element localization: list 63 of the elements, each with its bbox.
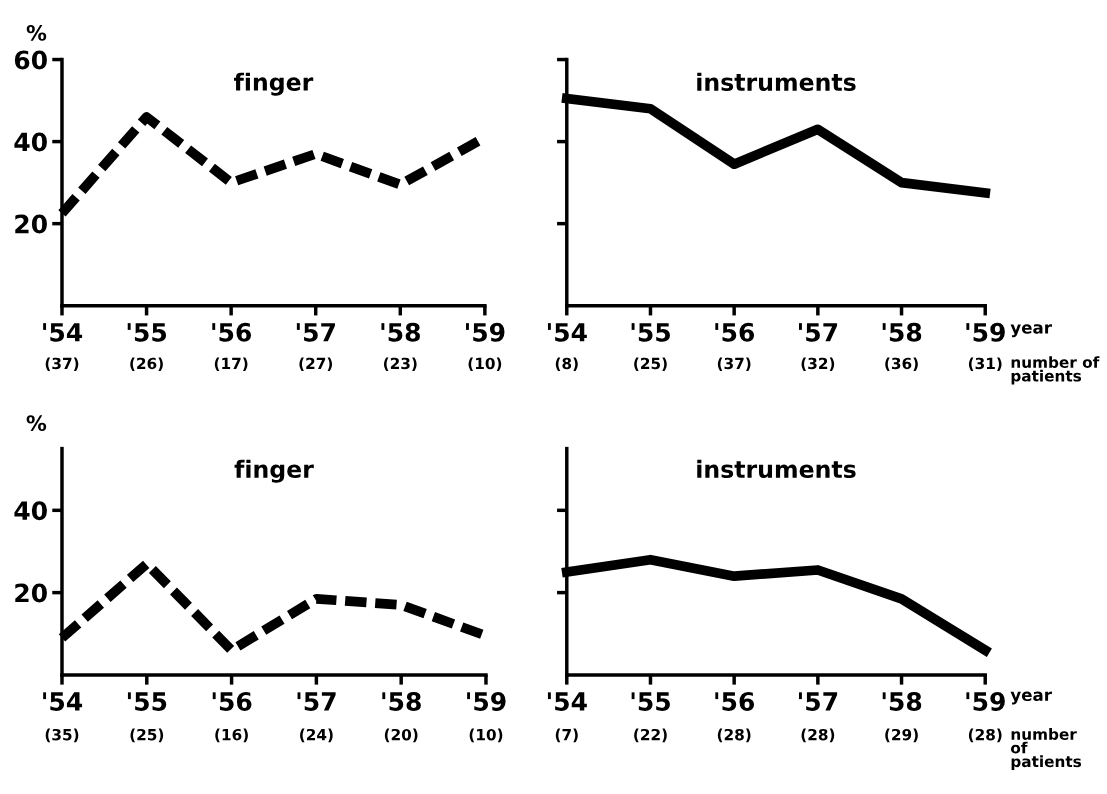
y-axis-title: % <box>26 415 47 431</box>
text: (20) <box>384 728 418 743</box>
text: (7) <box>555 728 578 743</box>
x-tick-label: '57 <box>799 323 838 342</box>
text: (35) <box>45 728 79 743</box>
x-tick-label: '59 <box>966 322 1005 342</box>
text: (16) <box>215 728 248 743</box>
x-tick-label: '54 <box>43 323 83 342</box>
x-tick-label: '55 <box>631 323 670 342</box>
text: (28) <box>968 728 1002 743</box>
text: (29) <box>885 728 918 743</box>
x-tick-label: '57 <box>296 323 335 342</box>
chart-title: finger <box>234 459 314 483</box>
x-tick-label: '56 <box>212 322 252 342</box>
x-tick-label: '55 <box>631 692 670 711</box>
text: number of patients <box>1010 728 1082 771</box>
x-tick-label: '59 <box>966 692 1005 711</box>
x-tick-label: '56 <box>212 692 252 711</box>
y-axis-title: % <box>26 24 47 41</box>
chart-title: instruments <box>697 72 856 92</box>
text: (32) <box>801 357 835 371</box>
x-tick-label: '57 <box>297 692 336 711</box>
x-tick-label: '59 <box>466 322 505 342</box>
text: (26) <box>130 357 163 371</box>
text: (17) <box>214 357 248 371</box>
x-tick-label: '54 <box>547 323 587 342</box>
text: (37) <box>717 357 751 371</box>
x-tick-label: '57 <box>799 692 838 711</box>
x-tick-label: '54 <box>547 692 587 711</box>
text: (28) <box>717 728 751 743</box>
x-tick-label: '55 <box>127 323 167 342</box>
text: (10) <box>469 728 503 743</box>
text: (10) <box>468 357 502 371</box>
y-tick-label: 40 <box>14 132 47 152</box>
x-tick-label: '54 <box>43 692 83 711</box>
text: finger <box>234 72 314 96</box>
x-tick-label: '58 <box>382 692 421 711</box>
x-axis-title: year <box>1010 691 1052 705</box>
x-tick-label: '59 <box>467 692 506 711</box>
x-tick-label: '58 <box>882 322 922 342</box>
text: (24) <box>300 728 333 743</box>
text: (31) <box>968 357 1002 371</box>
x-tick-label: '55 <box>127 692 167 711</box>
y-tick-label: 40 <box>14 501 47 521</box>
chart-title: instruments <box>697 459 856 479</box>
y-tick-label: 60 <box>14 50 47 70</box>
text: (27) <box>299 357 333 371</box>
text: number of patients <box>1011 356 1100 385</box>
x-axis-title: year <box>1010 324 1052 338</box>
x-tick-label: '58 <box>381 322 420 342</box>
text: (8) <box>555 357 578 371</box>
text: (23) <box>383 357 417 371</box>
y-tick-label: 20 <box>15 583 47 603</box>
text: (22) <box>634 728 667 743</box>
text: (25) <box>634 357 667 371</box>
x-tick-label: '56 <box>715 692 755 711</box>
text: (28) <box>801 728 835 743</box>
x-tick-label: '56 <box>715 322 755 342</box>
text: (36) <box>885 357 918 371</box>
text: (37) <box>45 357 79 371</box>
y-tick-label: 20 <box>15 214 47 234</box>
text: (25) <box>130 728 164 743</box>
x-tick-label: '58 <box>882 692 922 711</box>
